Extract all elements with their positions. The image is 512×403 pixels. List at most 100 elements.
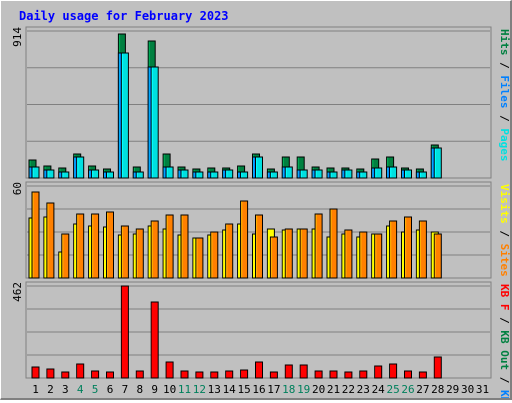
hits-panel-legend-4: Pages [498, 128, 510, 161]
day-label-27: 27 [416, 383, 429, 396]
visits-panel-bar-sites-day-17 [269, 236, 278, 279]
visits-panel-bar-visits-day-11-highlight [178, 235, 180, 278]
visits-panel-bar-sites-day-18-highlight [285, 229, 287, 278]
day-label-22: 22 [342, 383, 355, 396]
hits-panel-bar-files-day-4-highlight [74, 157, 76, 178]
chart-title: Daily usage for February 2023 [19, 9, 229, 23]
kbytes-panel-bar-kb-f-day-20 [314, 370, 323, 379]
visits-panel-bar-sites-day-1 [31, 191, 40, 279]
kbytes-panel-bar-kb-f-day-17-highlight [270, 372, 273, 378]
kbytes-panel-bar-kb-f-day-9-highlight [151, 302, 153, 378]
visits-panel-bar-sites-day-20-highlight [315, 214, 317, 278]
day-label-5: 5 [92, 383, 99, 396]
visits-panel-bar-sites-day-24-highlight [375, 234, 377, 278]
hits-panel-bar-files-day-28-highlight [431, 148, 433, 178]
visits-panel-bar-sites-day-2-highlight [47, 203, 49, 278]
hits-panel-bar-pages-day-24 [374, 167, 383, 179]
visits-panel-bar-sites-day-10 [165, 214, 174, 279]
hits-panel-bar-pages-day-6 [106, 171, 114, 179]
visits-panel-legend-2: Sites [498, 244, 510, 277]
hits-panel-bar-files-day-2-highlight [44, 170, 46, 178]
hits-panel-bar-pages-day-26-highlight [405, 170, 407, 178]
hits-panel-bar-files-day-19-highlight [297, 170, 299, 178]
hits-panel-bar-pages-day-21-highlight [330, 172, 332, 178]
kbytes-panel-bar-kb-f-day-8-highlight [136, 371, 138, 378]
kbytes-panel-legend: KB F / KB Out / KB In [498, 284, 511, 403]
hits-panel-bar-pages-day-27 [418, 171, 427, 179]
kbytes-panel-bar-kb-f-day-10 [165, 361, 174, 379]
hits-panel-bar-pages-day-20 [314, 169, 323, 179]
kbytes-panel-bar-kb-f-day-27 [418, 371, 427, 379]
visits-panel-bar-sites-day-13 [210, 231, 219, 279]
hits-panel-bar-files-day-23-highlight [357, 172, 359, 178]
kbytes-panel-bar-kb-f-day-21 [329, 370, 338, 379]
day-label-26: 26 [401, 383, 414, 396]
hits-panel-bar-pages-day-28-highlight [434, 148, 436, 178]
visits-panel-bar-sites-day-8 [135, 228, 144, 279]
visits-panel-bar-sites-day-1-highlight [32, 192, 34, 278]
hits-panel-bar-pages-day-12 [195, 171, 204, 179]
hits-panel-bar-files-day-16-highlight [253, 157, 255, 178]
visits-panel-bar-sites-day-18 [284, 228, 293, 279]
kbytes-panel-bar-kb-f-day-7-highlight [121, 286, 124, 378]
visits-panel-bar-sites-day-15 [240, 200, 249, 279]
kbytes-panel-bar-kb-f-day-15 [240, 369, 249, 379]
visits-panel-bar-sites-day-9-highlight [151, 221, 153, 278]
hits-panel-bar-pages-day-28 [433, 147, 442, 179]
kbytes-panel-bar-kb-f-day-19-highlight [300, 365, 302, 378]
kbytes-panel-bar-kb-f-day-1 [31, 366, 40, 379]
hits-panel-bar-files-day-10-highlight [163, 167, 165, 178]
hits-panel-legend-3: / [498, 109, 510, 129]
hits-panel-bar-pages-day-14 [225, 169, 234, 179]
visits-panel-bar-sites-day-24 [374, 233, 383, 279]
visits-panel-bar-sites-day-11 [180, 214, 189, 279]
hits-panel-bar-pages-day-22 [344, 169, 353, 179]
hits-panel-bar-hits-day-19-highlight [297, 157, 299, 178]
hits-panel-legend: Hits / Files / Pages [498, 29, 511, 162]
visits-panel-bar-visits-day-24-highlight [372, 234, 374, 278]
visits-panel-bar-sites-day-28 [433, 233, 442, 279]
kbytes-panel-bar-kb-f-day-5-highlight [92, 371, 94, 378]
kbytes-panel-bar-kb-f-day-12 [195, 371, 204, 379]
hits-panel-legend-text: Hits / Files / Pages [498, 29, 510, 162]
day-label-8: 8 [136, 383, 143, 396]
hits-panel-bar-pages-day-11-highlight [181, 170, 183, 178]
day-label-17: 17 [267, 383, 280, 396]
visits-panel: 60 Visits / Sites [11, 181, 511, 279]
day-label-1: 1 [32, 383, 39, 396]
hits-panel-bar-pages-day-2-highlight [47, 170, 49, 178]
hits-panel-legend-0: Hits [498, 29, 510, 56]
day-labels: 1 2 3 4 5 6 7 8 9 10 11 12 13 14 15 16 17 18 19 20 21 22 23 24 2… [32, 383, 489, 396]
day-label-20: 20 [312, 383, 325, 396]
kbytes-panel-bar-kb-f-day-22 [344, 371, 353, 379]
day-label-16: 16 [252, 383, 265, 396]
kbytes-panel-bar-kb-f-day-11 [180, 370, 189, 379]
hits-panel-bar-pages-day-1 [31, 166, 40, 179]
hits-panel-bar-pages-day-13-highlight [211, 172, 213, 178]
kbytes-panel-bar-kb-f-day-10-highlight [166, 362, 168, 378]
visits-panel-bar-sites-day-23-highlight [360, 232, 362, 278]
kbytes-panel-bar-kb-f-day-11-highlight [181, 371, 183, 378]
kbytes-panel-bar-kb-f-day-13-highlight [211, 372, 213, 378]
visits-panel-bar-sites-day-22 [344, 229, 353, 279]
visits-panel-legend-text: Visits / Sites [498, 184, 510, 277]
kbytes-panel-legend-2: KB Out [498, 330, 510, 370]
visits-panel-bar-sites-day-21 [329, 208, 338, 279]
hits-panel-bar-pages-day-9-highlight [151, 67, 153, 178]
day-label-11: 11 [178, 383, 191, 396]
hits-panel-bar-files-day-21-highlight [327, 172, 329, 178]
kbytes-panel-bar-kb-f-day-8 [135, 370, 144, 379]
visits-panel-bar-visits-day-15-highlight [238, 224, 240, 278]
visits-panel-bar-visits-day-12-highlight [193, 238, 195, 278]
visits-panel-bar-sites-day-3 [61, 233, 70, 279]
visits-panel-bar-sites-day-19-highlight [300, 229, 302, 278]
day-label-7: 7 [122, 383, 129, 396]
day-label-18: 18 [282, 383, 295, 396]
visits-panel-bar-sites-day-7-highlight [121, 226, 124, 278]
visits-panel-bar-sites-day-25 [389, 220, 398, 279]
kbytes-panel-bar-kb-f-day-3-highlight [62, 372, 64, 378]
day-label-2: 2 [47, 383, 54, 396]
kbytes-panel-bar-kb-f-day-7 [120, 285, 129, 379]
hits-panel-bar-files-day-8-highlight [133, 172, 135, 178]
